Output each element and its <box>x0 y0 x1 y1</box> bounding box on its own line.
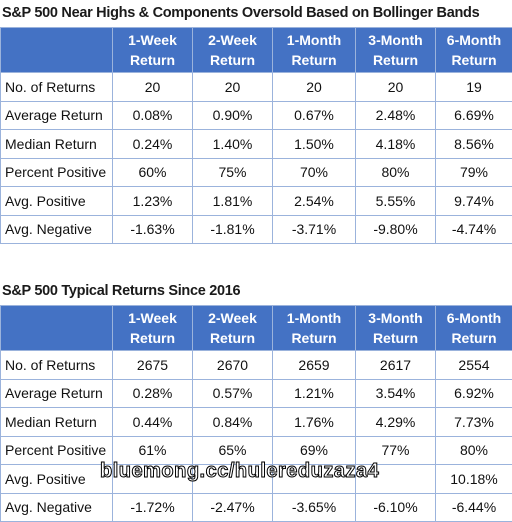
row-label: Avg. Negative <box>1 493 113 522</box>
value-cell: 19 <box>436 73 512 102</box>
header-cell: 1-Month Return <box>273 306 356 351</box>
row-label: Median Return <box>1 408 113 437</box>
value-cell: 80% <box>356 158 436 187</box>
row-label: Percent Positive <box>1 158 113 187</box>
value-cell: -1.81% <box>193 215 273 244</box>
value-cell: 4.18% <box>356 130 436 159</box>
value-cell: -3.65% <box>273 493 356 522</box>
value-cell: 2659 <box>273 351 356 380</box>
row-label: No. of Returns <box>1 351 113 380</box>
header-cell <box>1 28 113 73</box>
value-cell: 1.81% <box>193 187 273 216</box>
value-cell: -1.72% <box>113 493 193 522</box>
row-label: Avg. Positive <box>1 187 113 216</box>
row: Avg. Negative-1.63%-1.81%-3.71%-9.80%-4.… <box>1 215 512 244</box>
value-cell: -6.44% <box>436 493 512 522</box>
value-cell: 1.50% <box>273 130 356 159</box>
value-cell: 1.40% <box>193 130 273 159</box>
value-cell: 10.18% <box>436 465 512 494</box>
row-label: Average Return <box>1 101 113 130</box>
table-title: S&P 500 Near Highs & Components Oversold… <box>2 5 479 21</box>
value-cell: 0.84% <box>193 408 273 437</box>
value-cell: 2617 <box>356 351 436 380</box>
value-cell: 6.92% <box>436 379 512 408</box>
value-cell: 1.23% <box>113 187 193 216</box>
value-cell: 80% <box>436 436 512 465</box>
header-cell: 6-Month Return <box>436 306 512 351</box>
value-cell: 0.28% <box>113 379 193 408</box>
value-cell: 20 <box>273 73 356 102</box>
value-cell: 0.24% <box>113 130 193 159</box>
value-cell: 0.08% <box>113 101 193 130</box>
value-cell: 79% <box>436 158 512 187</box>
value-cell: 20 <box>356 73 436 102</box>
value-cell: -1.63% <box>113 215 193 244</box>
header-cell: 2-Week Return <box>193 28 273 73</box>
header-cell: 3-Month Return <box>356 306 436 351</box>
row-label: Average Return <box>1 379 113 408</box>
value-cell: 2.48% <box>356 101 436 130</box>
value-cell: 1.76% <box>273 408 356 437</box>
row: Avg. Negative-1.72%-2.47%-3.65%-6.10%-6.… <box>1 493 512 522</box>
header-cell: 6-Month Return <box>436 28 512 73</box>
row-label: Percent Positive <box>1 436 113 465</box>
value-cell: 2.54% <box>273 187 356 216</box>
value-cell: 70% <box>273 158 356 187</box>
row-label: No. of Returns <box>1 73 113 102</box>
header-cell: 3-Month Return <box>356 28 436 73</box>
value-cell: 20 <box>193 73 273 102</box>
value-cell: -6.10% <box>356 493 436 522</box>
value-cell: -4.74% <box>436 215 512 244</box>
value-cell: 20 <box>113 73 193 102</box>
value-cell: 2675 <box>113 351 193 380</box>
value-cell: 3.54% <box>356 379 436 408</box>
value-cell: -9.80% <box>356 215 436 244</box>
header-cell: 1-Month Return <box>273 28 356 73</box>
value-cell: 75% <box>193 158 273 187</box>
value-cell: 6.69% <box>436 101 512 130</box>
value-cell: 4.29% <box>356 408 436 437</box>
value-cell: 2554 <box>436 351 512 380</box>
value-cell: 0.57% <box>193 379 273 408</box>
table-title: S&P 500 Typical Returns Since 2016 <box>2 283 240 299</box>
header-cell: 1-Week Return <box>113 306 193 351</box>
value-cell: 5.55% <box>356 187 436 216</box>
row-label: Avg. Positive <box>1 465 113 494</box>
header-cell: 1-Week Return <box>113 28 193 73</box>
value-cell: 2670 <box>193 351 273 380</box>
value-cell: 8.56% <box>436 130 512 159</box>
value-cell: 7.73% <box>436 408 512 437</box>
row-label: Avg. Negative <box>1 215 113 244</box>
header-cell <box>1 306 113 351</box>
value-cell: 0.90% <box>193 101 273 130</box>
row-label: Median Return <box>1 130 113 159</box>
value-cell: -2.47% <box>193 493 273 522</box>
value-cell: 9.74% <box>436 187 512 216</box>
header-cell: 2-Week Return <box>193 306 273 351</box>
value-cell: -3.71% <box>273 215 356 244</box>
watermark: bluemong.cc/hulereduzaza4 <box>100 460 379 483</box>
value-cell: 60% <box>113 158 193 187</box>
value-cell: 1.21% <box>273 379 356 408</box>
value-cell: 0.44% <box>113 408 193 437</box>
value-cell: 0.67% <box>273 101 356 130</box>
